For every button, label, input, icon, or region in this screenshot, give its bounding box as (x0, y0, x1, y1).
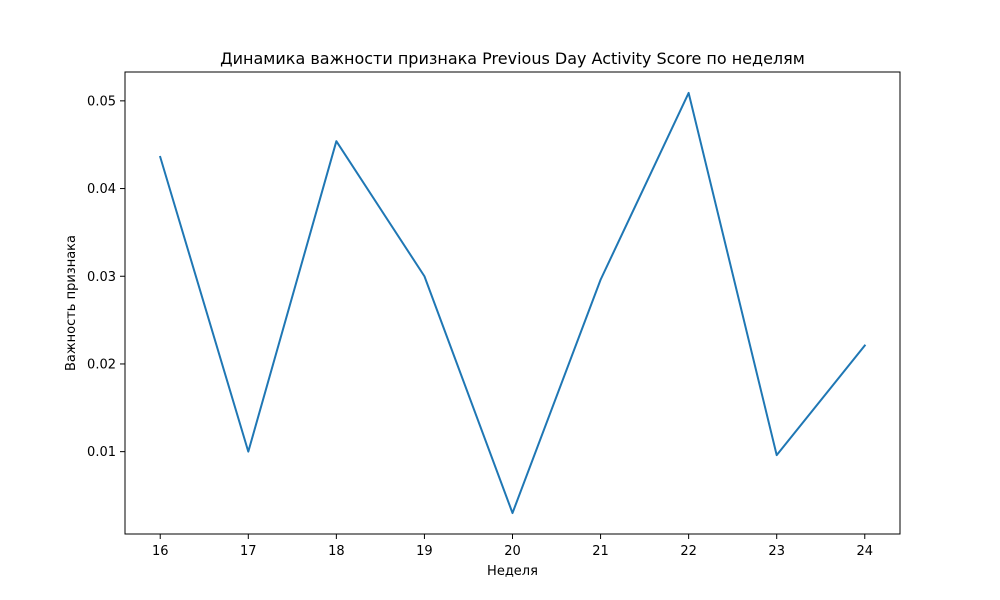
y-tick-label: 0.04 (87, 182, 116, 197)
x-axis-label: Неделя (487, 564, 538, 579)
plot-frame (124, 71, 901, 535)
x-tick-label: 24 (856, 544, 873, 559)
chart-title: Динамика важности признака Previous Day … (220, 49, 805, 68)
x-tick-label: 19 (416, 544, 433, 559)
series-line (158, 91, 867, 515)
axis-ticks: 16 17 18 19 20 21 22 23 24 0.01 0.02 0.03 0.04 0.05 (87, 94, 873, 559)
y-tick-label: 0.02 (87, 357, 116, 372)
x-tick-label: 23 (768, 544, 785, 559)
x-tick-label: 18 (328, 544, 345, 559)
x-tick-label: 16 (152, 544, 169, 559)
x-tick-label: 21 (592, 544, 609, 559)
x-tick-label: 17 (240, 544, 257, 559)
y-tick-label: 0.01 (87, 445, 116, 460)
y-axis-label: Важность признака (64, 235, 79, 371)
plot-area (125, 72, 900, 534)
y-tick-label: 0.03 (87, 270, 116, 285)
x-tick-label: 22 (680, 544, 697, 559)
y-tick-label: 0.05 (87, 94, 116, 109)
x-tick-label: 20 (504, 544, 521, 559)
